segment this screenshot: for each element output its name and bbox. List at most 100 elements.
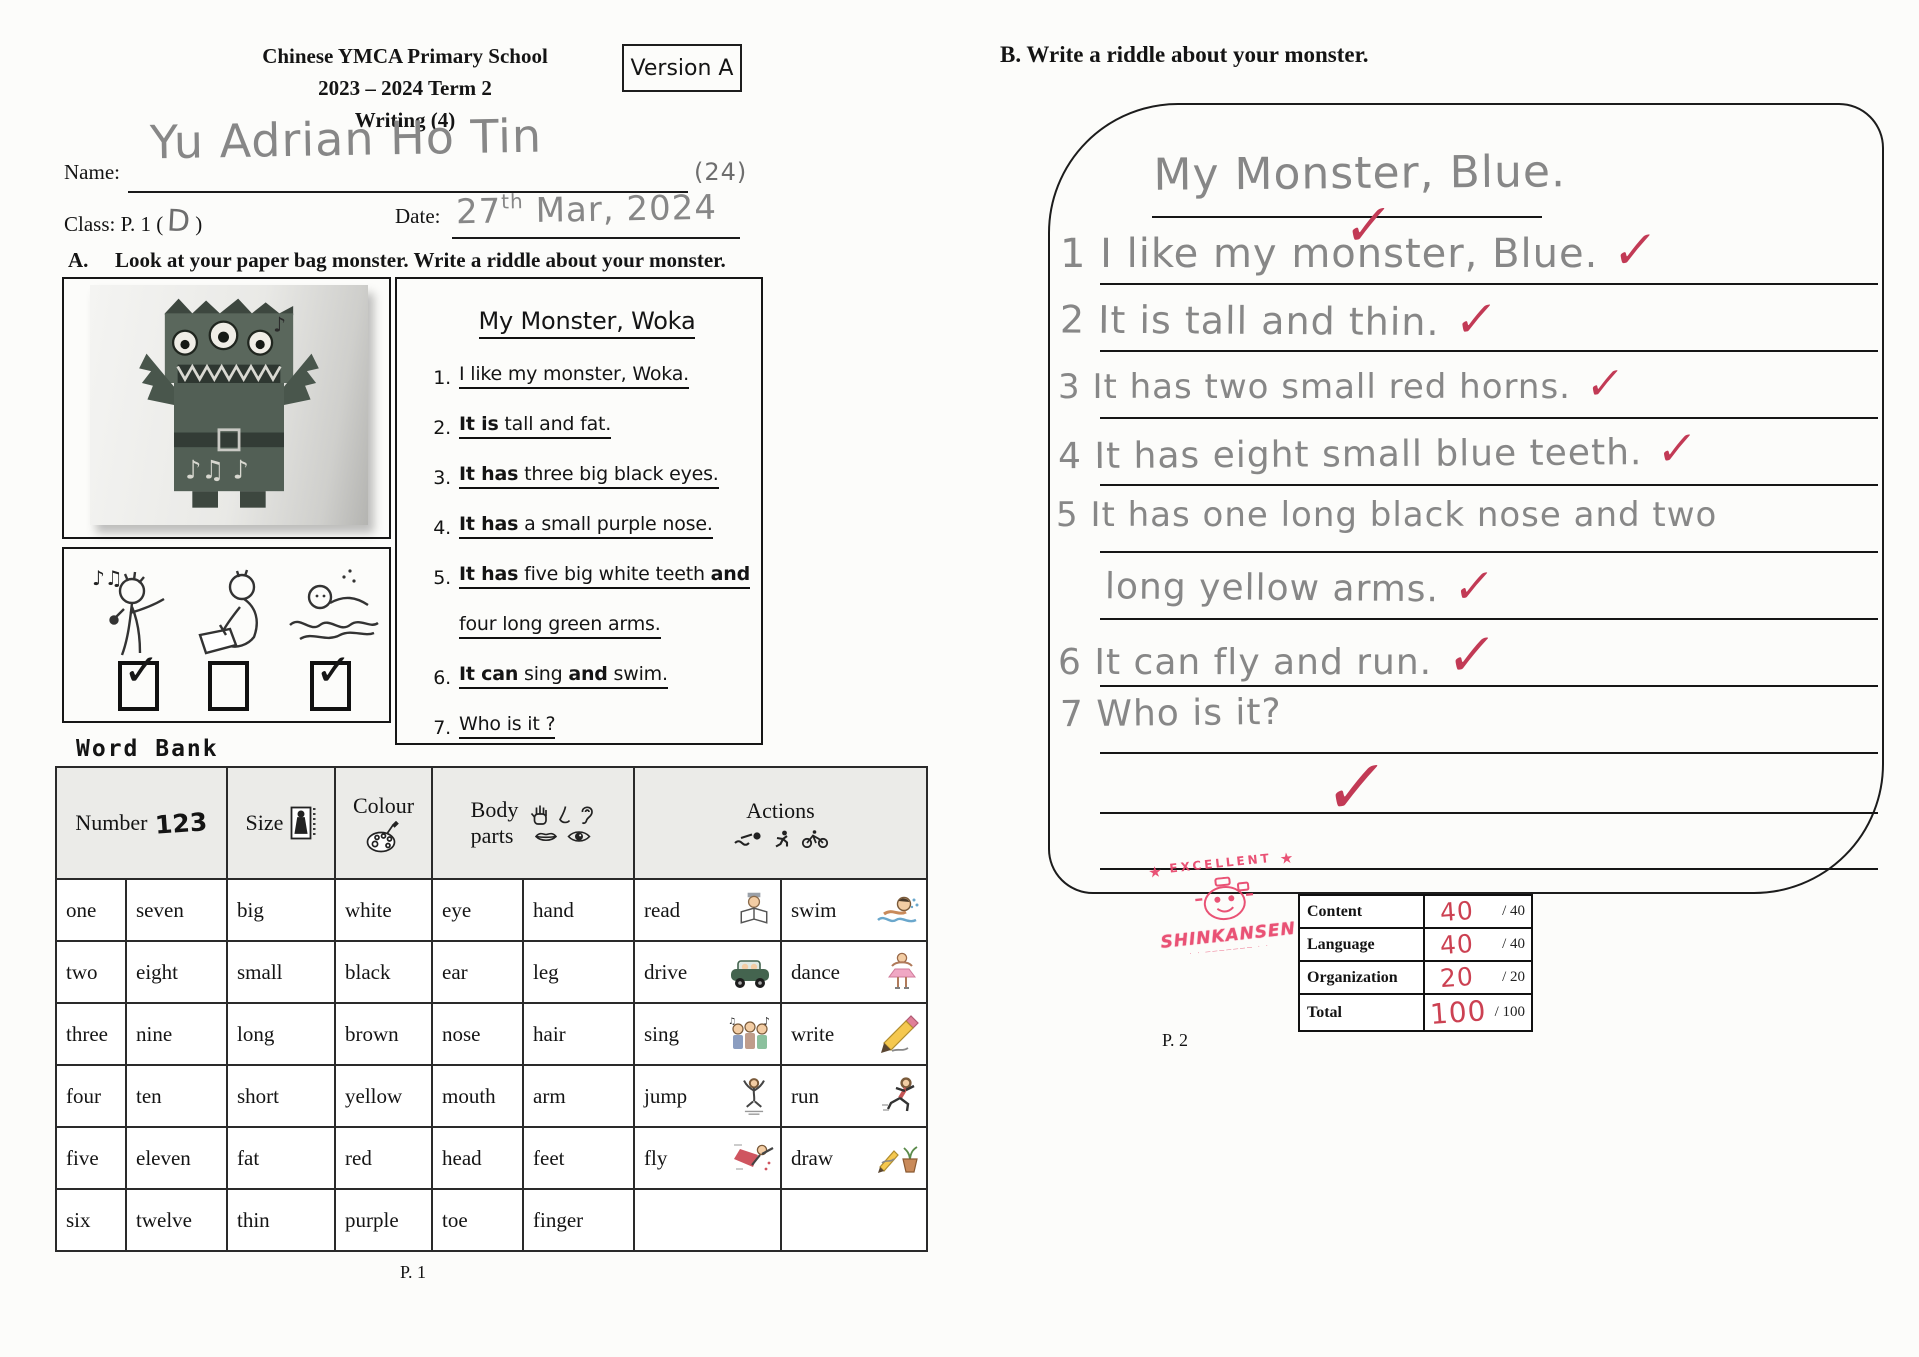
- palette-icon: [366, 821, 399, 853]
- svg-text:♪: ♪: [763, 1015, 770, 1028]
- wb-cell: eleven: [125, 1126, 228, 1190]
- wb-cell: six: [55, 1188, 127, 1252]
- hw-text: 5 It has one long black nose and two: [1056, 495, 1718, 535]
- word-bank-title: Word Bank: [76, 736, 219, 762]
- wb-cell: eight: [125, 940, 228, 1004]
- stamp-star-icon: ★: [1279, 850, 1295, 868]
- wb-action-word: draw: [791, 1145, 833, 1170]
- score-row: Organization 20 / 20: [1298, 960, 1533, 995]
- checkmark: ✓: [315, 645, 352, 696]
- hw-line: 5 It has one long black nose and two: [1056, 495, 1733, 535]
- wb-cell: purple: [334, 1188, 433, 1252]
- ruled-line: [1100, 350, 1878, 352]
- eye-icon: [567, 831, 591, 842]
- page-1: Chinese YMCA Primary School 2023 – 2024 …: [55, 40, 928, 1282]
- score-value-handwritten: 20: [1439, 961, 1475, 994]
- score-label-language: Language: [1298, 927, 1425, 962]
- hw-text: 1 I like my monster, Blue.: [1060, 231, 1599, 277]
- riddle-line: 3. It has three big black eyes.: [413, 439, 761, 489]
- riddle-line: 5. It has five big white teeth and: [413, 539, 761, 589]
- wb-cell: four: [55, 1064, 127, 1128]
- wb-action-cell: [780, 1188, 928, 1252]
- wb-cell: short: [226, 1064, 336, 1128]
- section-a-label: A.: [68, 248, 89, 272]
- wb-action-cell: fly: [633, 1126, 782, 1190]
- wb-cell: one: [55, 878, 127, 942]
- riddle-line: 1. I like my monster, Woka.: [413, 339, 761, 389]
- dance-icon: [888, 952, 916, 989]
- measuring-ruler-icon: [291, 806, 316, 840]
- class-row: Class: P. 1 ( D ): [64, 203, 203, 239]
- score-max: / 40: [1502, 936, 1525, 952]
- wb-cell: arm: [522, 1064, 635, 1128]
- name-underline: [128, 191, 688, 193]
- wb-cell: nine: [125, 1002, 228, 1066]
- ruled-line: [1100, 283, 1878, 285]
- excellent-stamp: ★ EXCELLENT ★ SHINKANSEN · · ─────── · ·: [1145, 848, 1304, 961]
- ruled-line: [1100, 752, 1878, 754]
- wb-action-cell: run: [780, 1064, 928, 1128]
- red-check: ✓: [1583, 358, 1627, 411]
- class-label: Class: P. 1 (: [64, 212, 164, 236]
- hw-title: My Monster, Blue.: [1153, 146, 1567, 201]
- ability-checkbox-swim: ✓: [310, 649, 352, 711]
- ear-icon: [581, 806, 594, 825]
- date-day: 27: [455, 191, 502, 233]
- wb-action-cell: drive: [633, 940, 782, 1004]
- red-check: ✓: [1443, 620, 1501, 691]
- wb-action-cell: swim: [780, 878, 928, 942]
- ruled-line: [1100, 618, 1878, 620]
- drive-icon: [731, 960, 769, 988]
- cyclist-pictogram-icon: [801, 830, 828, 848]
- name-handwritten: Yu Adrian Ho Tin: [149, 108, 543, 170]
- date-underline: [452, 237, 740, 239]
- swimmer-pictogram-icon: [733, 832, 761, 846]
- svg-text:♫: ♫: [728, 1017, 736, 1027]
- class-label-close: ): [195, 212, 203, 236]
- sing-icon: ♪ ♫: [728, 1015, 770, 1049]
- wb-header-colour: Colour: [334, 766, 433, 880]
- ruled-line: [1100, 417, 1878, 419]
- lips-icon: [535, 832, 558, 842]
- wb-cell: thin: [226, 1188, 336, 1252]
- riddle-line-text: I like my monster, Woka.: [459, 363, 689, 389]
- wb-header-actions: Actions: [633, 766, 928, 880]
- example-riddle-box: My Monster, Woka 1. I like my monster, W…: [395, 277, 763, 745]
- score-max: / 20: [1502, 969, 1525, 985]
- wb-cell: toe: [431, 1188, 524, 1252]
- score-row: Total 100 / 100: [1298, 993, 1533, 1032]
- wb-cell: nose: [431, 1002, 524, 1066]
- date-handwritten: 27th Mar, 2024: [456, 186, 718, 233]
- riddle-line: 2. It is tall and fat.: [413, 389, 761, 439]
- stamp-face-icon: [1195, 876, 1254, 921]
- score-label-content: Content: [1298, 894, 1425, 929]
- version-box: Version A: [622, 44, 742, 92]
- draw-icon: [878, 1146, 918, 1173]
- hw-line: 2 It is tall and thin. ✓: [1060, 291, 1500, 350]
- wb-header-colour-label: Colour: [352, 793, 415, 818]
- red-check: ✓: [1451, 290, 1500, 350]
- riddle-line: 4. It has a small purple nose.: [413, 489, 761, 539]
- run-icon: [882, 1077, 915, 1112]
- riddle-title-row: My Monster, Woka: [413, 289, 761, 339]
- wb-header-body-parts: Body parts: [431, 766, 635, 880]
- section-b-heading: B. Write a riddle about your monster.: [1000, 42, 1369, 67]
- wb-cell: two: [55, 940, 127, 1004]
- riddle-line-text: Who is it ?: [459, 713, 556, 739]
- page-2: B. Write a riddle about your monster. My…: [960, 0, 1919, 1357]
- hw-text: long yellow arms.: [1104, 566, 1440, 611]
- ruled-line: [1100, 812, 1878, 814]
- riddle-line: 7. Who is it ?: [413, 689, 761, 739]
- section-a-instruction: Look at your paper bag monster. Write a …: [115, 248, 726, 272]
- wb-cell: black: [334, 940, 433, 1004]
- school-header: Chinese YMCA Primary School 2023 – 2024 …: [155, 40, 655, 136]
- wb-action-cell: jump: [633, 1064, 782, 1128]
- reading-writing-child-icon: [198, 569, 258, 655]
- school-name: Chinese YMCA Primary School: [262, 44, 548, 68]
- wb-action-word: fly: [644, 1145, 668, 1170]
- checkmark: ✓: [123, 645, 160, 696]
- riddle-line-text: It can sing and swim.: [459, 663, 668, 689]
- wb-cell: big: [226, 878, 336, 942]
- score-row: Content 40 / 40: [1298, 894, 1533, 929]
